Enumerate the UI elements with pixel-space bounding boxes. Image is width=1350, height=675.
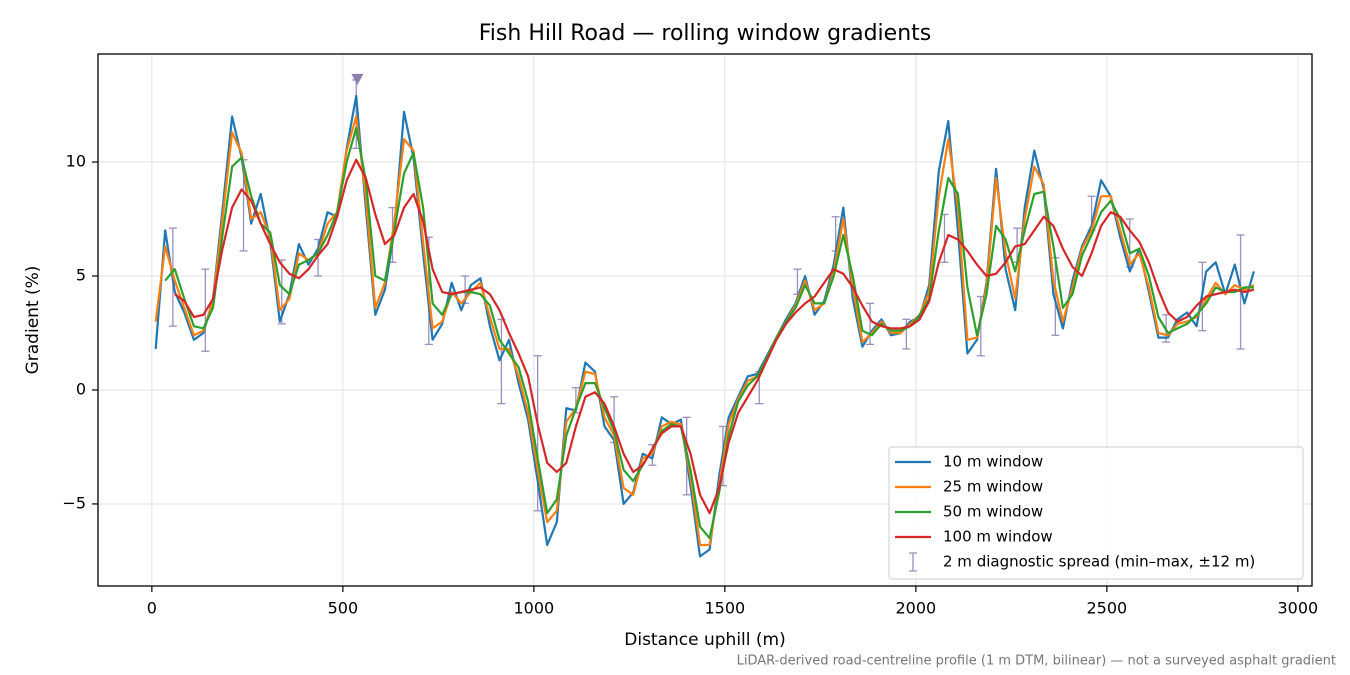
x-tick-label: 1500 [705,599,746,618]
legend-label: 100 m window [943,528,1053,546]
legend-label: 25 m window [943,478,1043,496]
y-axis-label: Gradient (%) [23,266,43,375]
x-tick-label: 1000 [514,599,555,618]
x-tick-label: 0 [147,599,157,618]
y-tick-label: −5 [62,493,86,512]
y-tick-label: 10 [66,152,86,171]
error-bar [866,302,875,346]
y-tick-label: 0 [76,379,86,398]
plot-frame [97,53,1313,587]
legend-label: 50 m window [943,503,1043,521]
x-axis-label: Distance uphill (m) [624,630,785,650]
plot-area [154,73,1255,558]
x-tick-label: 2000 [896,599,937,618]
chart-title: Fish Hill Road — rolling window gradient… [479,21,931,46]
x-tick-label: 2500 [1087,599,1128,618]
series-line [164,126,1254,540]
footnote: LiDAR-derived road-centreline profile (1… [737,654,1336,669]
peak-marker [351,73,364,85]
x-tick-label: 500 [328,599,359,618]
legend-label: 2 m diagnostic spread (min–max, ±12 m) [943,553,1255,571]
error-bar [902,318,911,350]
legend-box [888,446,1304,580]
x-tick-label: 3000 [1278,599,1319,618]
grid [98,54,1312,586]
legend: 10 m window 25 m window 50 m window 100 m w… [888,446,1304,580]
legend-label: 10 m window [943,453,1043,471]
y-tick-label: 5 [76,266,86,285]
series-line [174,158,1255,515]
